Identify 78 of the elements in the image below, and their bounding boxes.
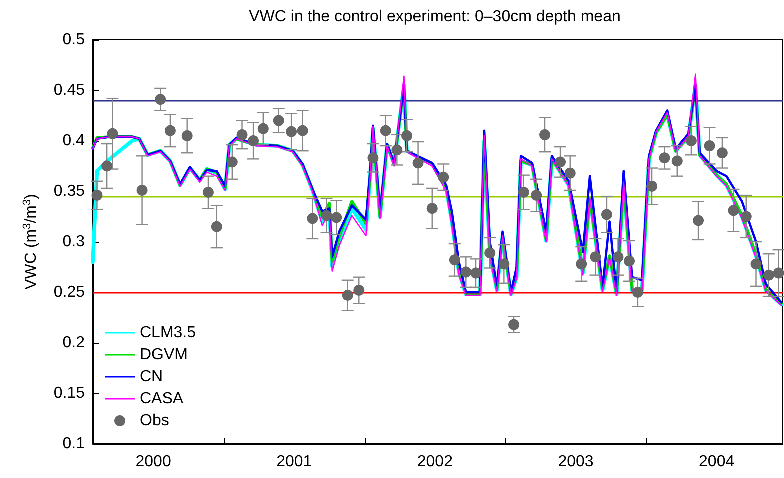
point xyxy=(392,144,403,156)
point xyxy=(624,256,636,267)
y-tick-label: 0.5 xyxy=(62,32,86,48)
point xyxy=(590,252,602,263)
point xyxy=(92,190,103,202)
point xyxy=(704,140,716,152)
point xyxy=(564,168,576,179)
point xyxy=(354,284,365,296)
point xyxy=(368,152,379,164)
point xyxy=(136,184,148,196)
point xyxy=(540,129,551,140)
y-tick-label: 0.25 xyxy=(54,284,86,301)
y-axis-title: VWC (m3/m3) xyxy=(22,194,40,290)
y-tick-label: 0.45 xyxy=(54,82,86,99)
point xyxy=(182,130,193,142)
y-tick-label: 0.3 xyxy=(62,234,86,250)
point xyxy=(402,130,413,142)
point xyxy=(342,290,354,302)
point xyxy=(646,180,658,192)
y-tick-label: 0.15 xyxy=(54,385,86,402)
legend-label: CLM3.5 xyxy=(140,324,196,342)
point xyxy=(297,125,308,136)
point xyxy=(518,187,530,198)
point xyxy=(612,252,624,263)
point xyxy=(155,94,166,106)
point xyxy=(686,136,697,146)
x-tick-label: 2000 xyxy=(136,454,172,470)
point xyxy=(107,128,118,140)
point xyxy=(164,125,176,136)
y-tick-label: 0.1 xyxy=(62,436,86,452)
point xyxy=(672,156,683,167)
point xyxy=(555,156,566,168)
point xyxy=(286,126,298,138)
legend-label: CASA xyxy=(140,390,184,408)
point xyxy=(211,221,222,232)
point xyxy=(321,210,332,222)
x-tick-label: 2001 xyxy=(276,454,312,470)
point xyxy=(632,287,644,298)
point xyxy=(438,172,450,183)
point xyxy=(576,258,588,270)
point xyxy=(248,136,260,146)
point xyxy=(773,268,784,279)
point xyxy=(740,211,752,222)
legend-label: DGVM xyxy=(140,346,188,364)
legend-label: Obs xyxy=(140,412,170,430)
y-tick-label: 0.35 xyxy=(54,183,86,200)
point xyxy=(258,123,269,134)
point xyxy=(226,156,238,168)
chart-title: VWC in the control experiment: 0–30cm depth mean xyxy=(249,8,621,26)
point xyxy=(484,248,496,259)
point xyxy=(412,158,424,169)
point xyxy=(307,213,318,224)
point xyxy=(331,212,342,224)
point xyxy=(470,268,482,279)
point xyxy=(716,148,728,159)
point xyxy=(601,209,612,220)
point xyxy=(460,266,472,278)
point xyxy=(750,258,762,270)
point xyxy=(236,129,248,140)
point xyxy=(763,270,774,281)
point xyxy=(202,187,214,198)
point xyxy=(426,203,438,214)
point xyxy=(102,160,113,172)
x-tick-label: 2003 xyxy=(558,454,594,470)
point xyxy=(693,215,704,226)
point xyxy=(659,152,670,164)
y-tick-label: 0.4 xyxy=(62,132,86,150)
point xyxy=(498,258,510,270)
point xyxy=(273,115,284,126)
point xyxy=(508,319,520,330)
point xyxy=(380,125,392,136)
x-tick-label: 2004 xyxy=(699,454,735,470)
point xyxy=(728,205,740,216)
x-tick-label: 2002 xyxy=(417,454,454,470)
point xyxy=(449,254,460,266)
point xyxy=(531,190,542,202)
legend-label: CN xyxy=(140,368,164,386)
y-tick-label: 0.2 xyxy=(62,334,86,352)
